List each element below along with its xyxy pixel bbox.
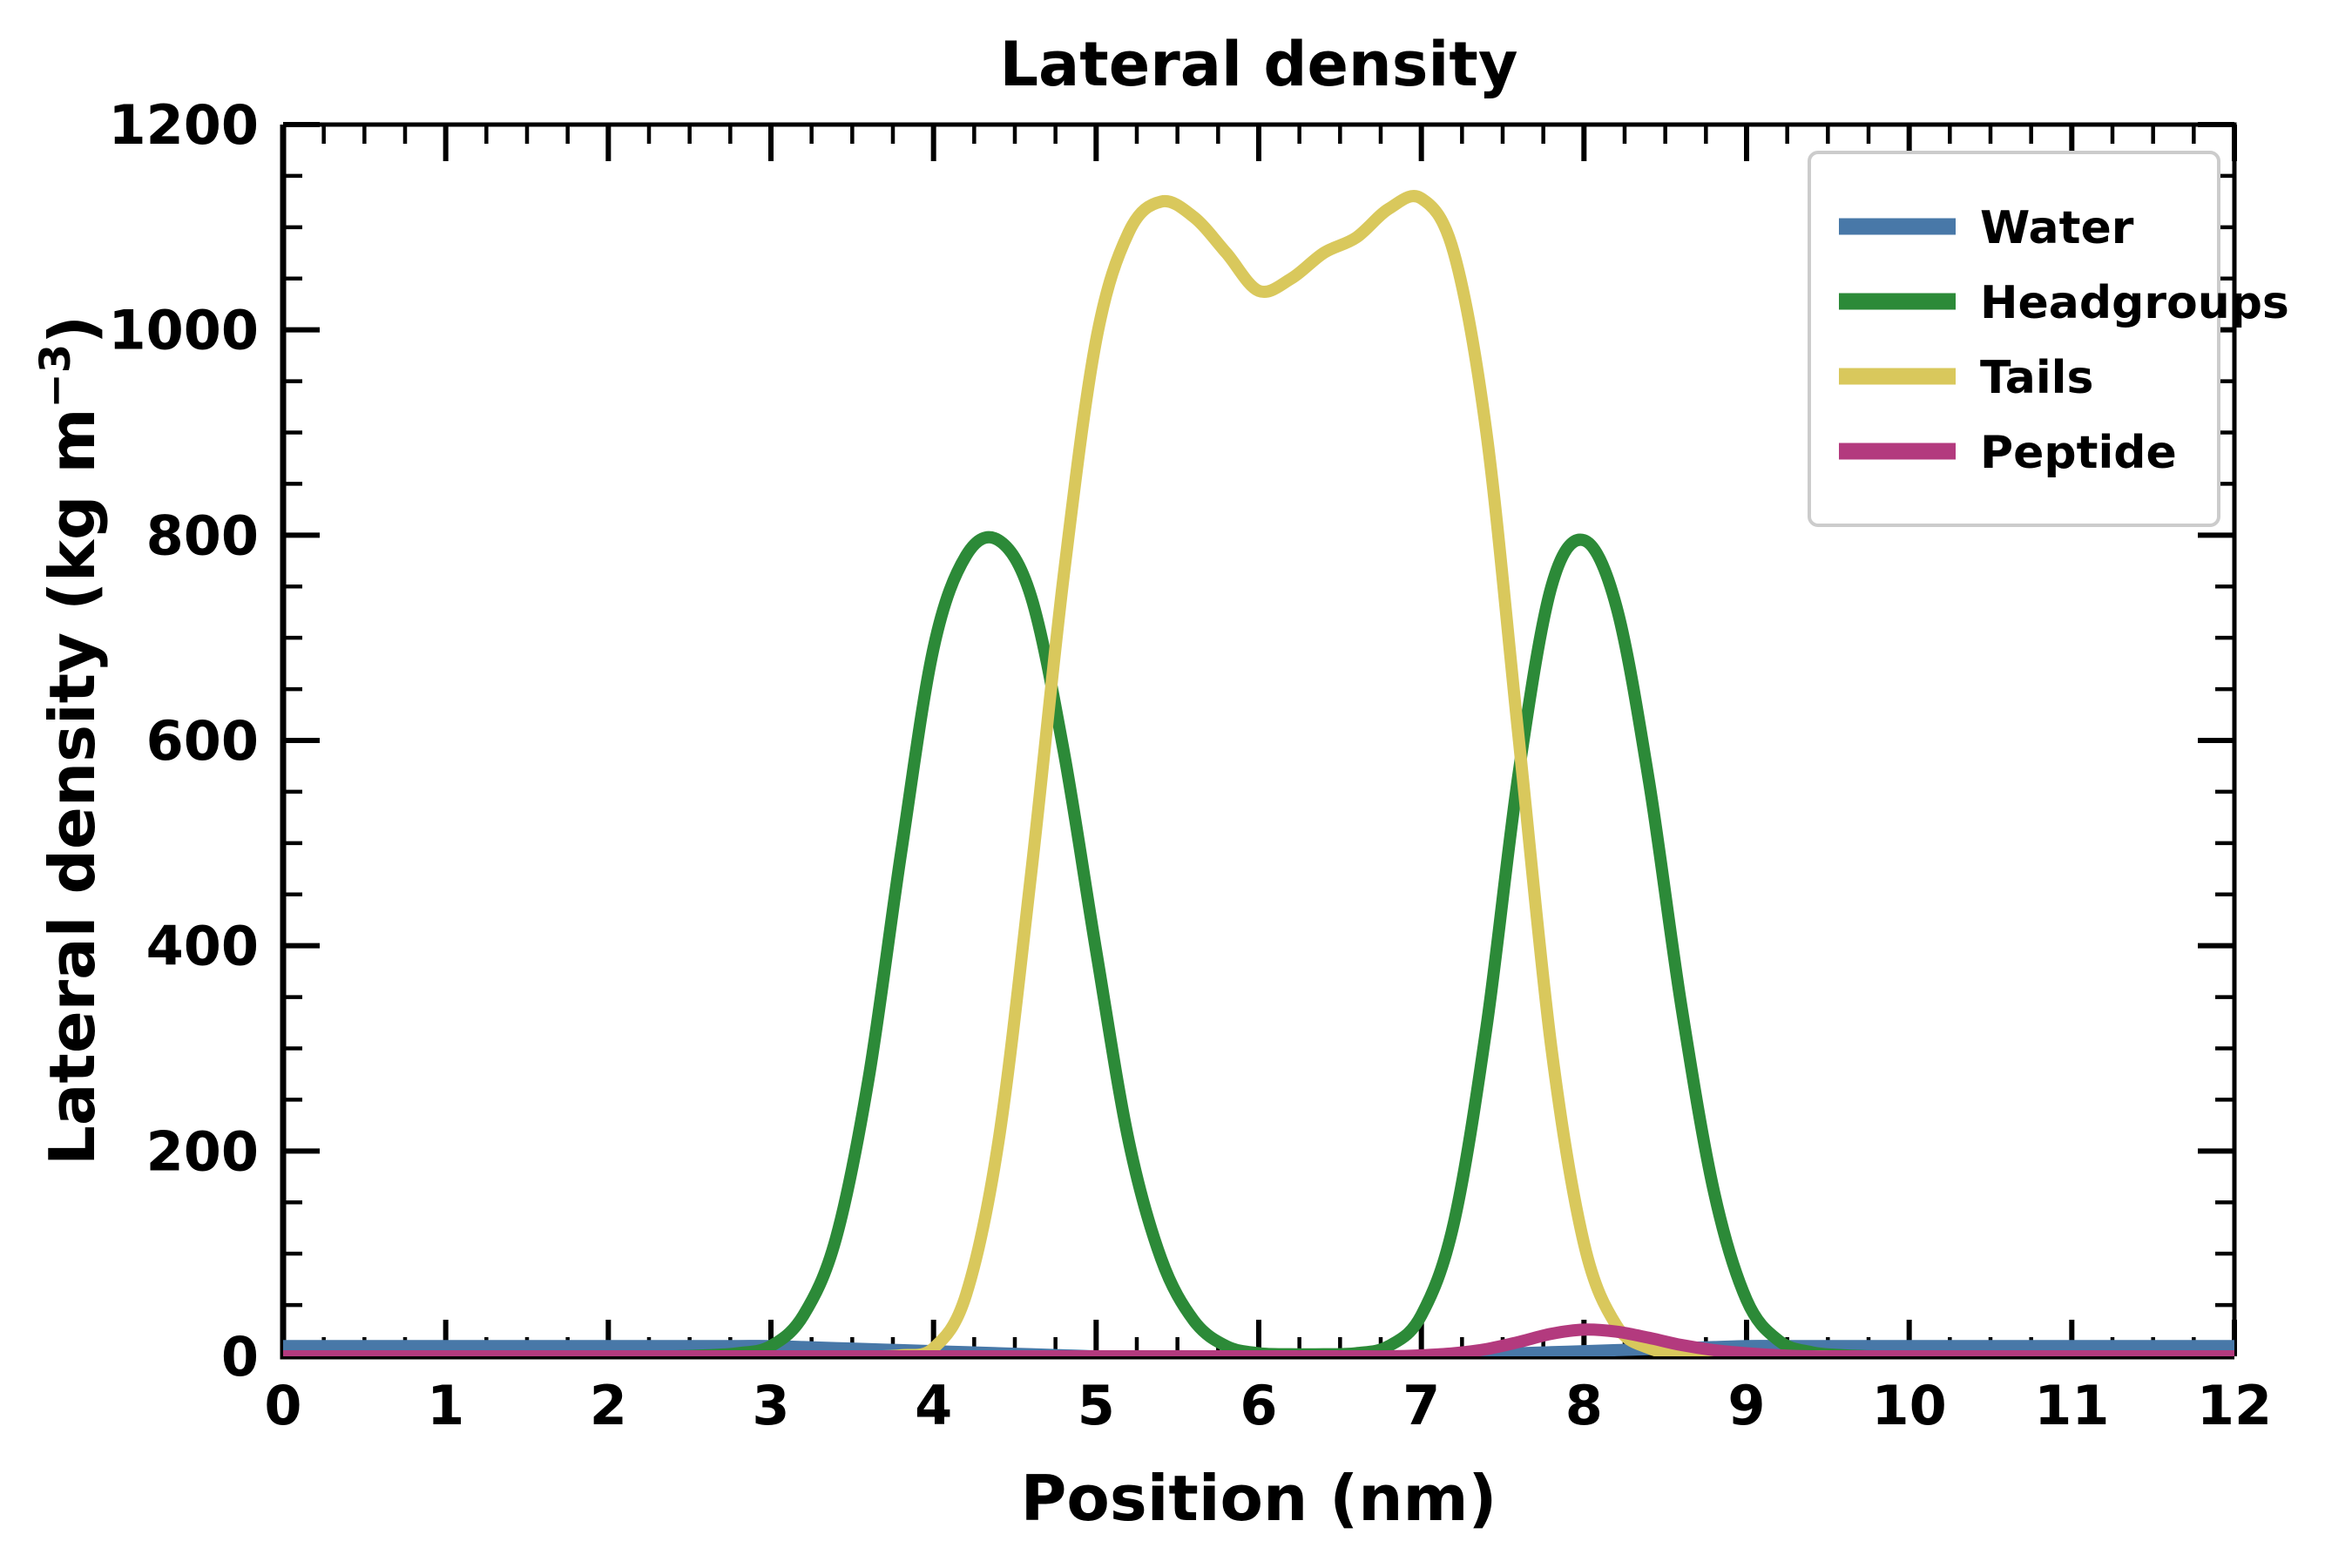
y-tick-label: 600: [146, 709, 259, 773]
series-line-water: [283, 1340, 2234, 1356]
series-line-tails: [283, 190, 2234, 1356]
y-tick-label: 1000: [108, 299, 259, 362]
x-axis-title: Position (nm): [1021, 1462, 1497, 1535]
y-tick-label: 1200: [108, 93, 259, 157]
x-tick-label: 9: [1727, 1374, 1765, 1437]
series-line-headgroups: [283, 531, 2234, 1356]
chart-title: Lateral density: [999, 29, 1517, 100]
x-tick-label: 2: [590, 1374, 627, 1437]
legend: Water Headgroups Tails Peptide: [1808, 151, 2289, 527]
legend-label-water[interactable]: Water: [1980, 202, 2134, 254]
x-tick-label: 6: [1240, 1374, 1277, 1437]
x-tick-label: 1: [427, 1374, 464, 1437]
y-tick-label: 800: [146, 504, 259, 567]
x-tick-label: 4: [915, 1374, 952, 1437]
y-axis-title-base: Lateral density (kg m: [36, 408, 109, 1166]
series-group: [283, 190, 2234, 1356]
x-tick-label: 0: [264, 1374, 301, 1437]
y-tick-label: 0: [221, 1325, 259, 1389]
legend-label-headgroups[interactable]: Headgroups: [1980, 277, 2289, 329]
x-tick-label: 8: [1565, 1374, 1603, 1437]
y-axis-title-tail: ): [36, 315, 109, 344]
legend-label-tails[interactable]: Tails: [1980, 352, 2093, 404]
x-tick-label: 10: [1872, 1374, 1947, 1437]
y-axis-title: Lateral density (kg m−3): [31, 315, 109, 1166]
x-tick-label: 5: [1078, 1374, 1115, 1437]
x-tick-label: 12: [2197, 1374, 2272, 1437]
y-tick-label: 400: [146, 915, 259, 978]
x-tick-label: 3: [752, 1374, 789, 1437]
legend-background: [1808, 151, 2220, 527]
x-tick-label: 7: [1402, 1374, 1440, 1437]
y-axis-title-superscript: −3: [31, 344, 80, 409]
legend-label-peptide[interactable]: Peptide: [1980, 427, 2177, 479]
x-tick-label: 11: [2034, 1374, 2109, 1437]
y-tick-label: 200: [146, 1119, 259, 1183]
